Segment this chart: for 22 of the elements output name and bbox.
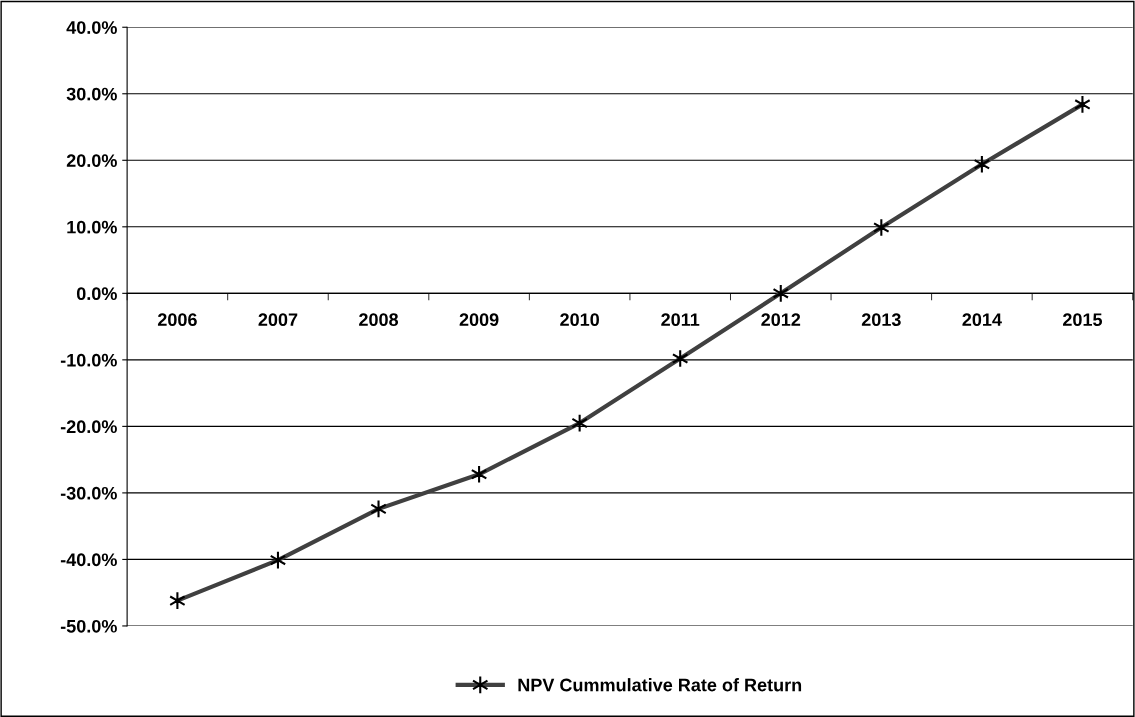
- x-tick-label: 2013: [861, 313, 901, 327]
- x-tick-label: 2015: [1062, 313, 1103, 327]
- x-tick-label: 2014: [962, 313, 1002, 327]
- y-tick-label: -40.0%: [60, 553, 117, 567]
- y-tick-label: -50.0%: [60, 619, 117, 633]
- y-tick-label: 30.0%: [66, 87, 117, 101]
- x-tick-label: 2009: [459, 313, 499, 327]
- y-tick-label: 40.0%: [66, 21, 117, 34]
- y-tick-label: 0.0%: [76, 287, 117, 301]
- x-tick-label: 2008: [359, 313, 399, 327]
- y-tick-label: 10.0%: [67, 220, 117, 234]
- x-tick-label: 2012: [761, 313, 801, 327]
- legend-label: NPV Cummulative Rate of Return: [518, 678, 802, 692]
- y-tick-label: -30.0%: [60, 486, 117, 500]
- x-tick-label: 2006: [157, 313, 197, 327]
- y-tick-label: 20.0%: [66, 154, 117, 168]
- x-tick-label: 2010: [560, 313, 599, 327]
- point: [370, 499, 387, 519]
- y-tick-label: -20.0%: [60, 420, 117, 434]
- x-tick-label: 2011: [661, 313, 700, 327]
- x-tick-label: 2007: [258, 313, 298, 327]
- y-tick-label: -10.0%: [60, 353, 117, 367]
